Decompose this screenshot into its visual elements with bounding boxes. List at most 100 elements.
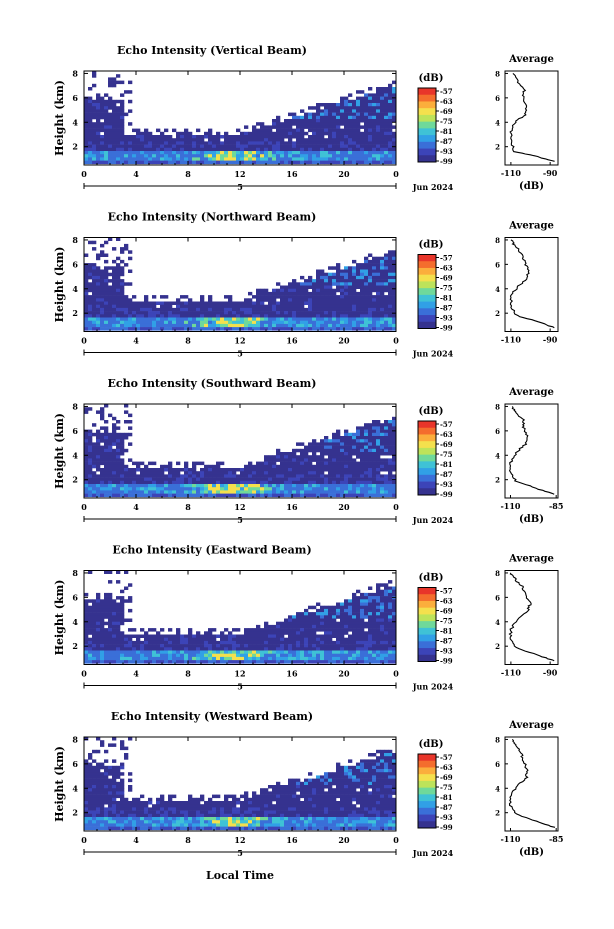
date-label: Jun 2024 <box>412 682 454 692</box>
colorbar-swatch <box>418 754 436 762</box>
average-title: Average <box>508 54 554 65</box>
x-tick-label: 0 <box>393 169 399 179</box>
x-tick-label: 0 <box>393 669 399 679</box>
colorbar: -57-63-69-75-81-87-93-99 <box>417 587 453 666</box>
panel-1: Echo Intensity (Vertical Beam) 2 4 6 8 Height… <box>53 44 559 192</box>
panel-5: Echo Intensity (Westward Beam) 2 4 6 8 Height… <box>53 710 563 858</box>
y-tick-label: 2 <box>72 308 78 318</box>
average-y-tick-label: 6 <box>495 760 500 769</box>
panel-2: Echo Intensity (Northward Beam) 2 4 6 8 Heigh… <box>53 211 559 359</box>
colorbar-swatch <box>418 288 436 296</box>
colorbar-swatch <box>418 468 436 476</box>
colorbar-unit: (dB) <box>419 406 444 417</box>
colorbar-tick-label: -75 <box>440 117 453 126</box>
colorbar-swatch <box>418 454 436 462</box>
x-tick-label: 4 <box>133 502 139 512</box>
x-axis-label: Local Time <box>206 869 274 882</box>
y-tick-label: 4 <box>72 783 78 793</box>
average-y-tick-label: 2 <box>495 642 500 651</box>
day-label: 5 <box>237 682 243 692</box>
average-y-tick-label: 4 <box>495 285 500 294</box>
date-label: Jun 2024 <box>412 182 454 192</box>
average-y-tick-label: 6 <box>495 94 500 103</box>
colorbar-swatch <box>418 774 436 782</box>
colorbar-swatch <box>418 321 436 329</box>
colorbar-tick-label: -99 <box>440 157 453 166</box>
colorbar-swatch <box>418 461 436 469</box>
average-x-tick-label: -90 <box>543 168 558 178</box>
colorbar-tick-label: -81 <box>440 294 453 303</box>
average-x-tick-label: -85 <box>549 501 563 511</box>
colorbar-swatch <box>418 780 436 789</box>
heatmap-1 <box>84 71 397 165</box>
x-tick-label: 20 <box>338 502 350 512</box>
y-tick-label: 2 <box>72 808 78 818</box>
average-y-tick-label: 8 <box>495 402 500 411</box>
colorbar-swatch <box>418 627 436 635</box>
colorbar-swatch <box>418 315 436 323</box>
day-label: 5 <box>237 349 243 359</box>
average-y-tick-label: 8 <box>495 569 500 578</box>
y-tick-label: 4 <box>72 284 78 294</box>
average-y-tick-label: 4 <box>495 618 500 627</box>
colorbar-tick-label: -57 <box>440 587 453 596</box>
average-profile-line <box>509 72 555 162</box>
day-label: 5 <box>237 848 243 858</box>
colorbar-swatch <box>418 787 436 795</box>
x-tick-label: 12 <box>234 835 245 845</box>
average-x-tick-label: -90 <box>543 335 558 345</box>
x-tick-label: 0 <box>393 835 399 845</box>
x-tick-label: 12 <box>234 336 245 346</box>
colorbar-tick-label: -69 <box>440 440 453 449</box>
average-profile-line <box>509 239 555 329</box>
x-tick-label: 8 <box>185 669 191 679</box>
average-x-tick-label: -85 <box>549 834 563 844</box>
colorbar-tick-label: -81 <box>440 627 453 636</box>
x-tick-label: 20 <box>338 835 350 845</box>
x-tick-label: 16 <box>286 835 298 845</box>
colorbar-tick-label: -69 <box>440 773 453 782</box>
colorbar-swatch <box>418 794 436 802</box>
colorbar-tick-label: -93 <box>440 813 453 822</box>
colorbar-swatch <box>418 421 436 429</box>
x-tick-label: 16 <box>286 169 298 179</box>
average-x-tick-label: -110 <box>501 335 521 345</box>
average-y-tick-label: 8 <box>495 69 500 78</box>
x-tick-label: 0 <box>81 336 87 346</box>
colorbar-swatch <box>418 308 436 316</box>
colorbar-swatch <box>418 427 436 435</box>
colorbar-swatch <box>418 114 436 123</box>
colorbar-swatch <box>418 148 436 156</box>
average-title: Average <box>508 387 554 398</box>
panel-title: Echo Intensity (Eastward Beam) <box>112 544 311 557</box>
x-tick-label: 4 <box>133 169 139 179</box>
y-tick-label: 4 <box>72 117 78 127</box>
colorbar-swatch <box>418 594 436 602</box>
x-tick-label: 20 <box>338 336 350 346</box>
colorbar: -57-63-69-75-81-87-93-99 <box>417 753 453 832</box>
colorbar-unit: (dB) <box>419 739 444 750</box>
colorbar-swatch <box>418 267 436 276</box>
colorbar-swatch <box>418 135 436 143</box>
average-y-tick-label: 4 <box>495 784 500 793</box>
average-y-tick-label: 2 <box>495 309 500 318</box>
day-label: 5 <box>237 515 243 525</box>
colorbar: -57-63-69-75-81-87-93-99 <box>417 254 453 333</box>
colorbar-tick-label: -63 <box>440 597 453 606</box>
colorbar-swatch <box>418 801 436 809</box>
average-panel: Average 2 4 6 8 -110 -90 <box>495 554 559 678</box>
y-tick-label: 8 <box>72 401 78 411</box>
y-tick-label: 8 <box>72 734 78 744</box>
average-y-tick-label: 6 <box>495 593 500 602</box>
colorbar-swatch <box>418 621 436 629</box>
colorbar-unit: (dB) <box>419 573 444 584</box>
colorbar-swatch <box>418 641 436 649</box>
y-tick-label: 8 <box>72 68 78 78</box>
colorbar-swatch <box>418 441 436 449</box>
colorbar-swatch <box>418 760 436 768</box>
average-x-tick-label: -110 <box>501 168 521 178</box>
colorbar-swatch <box>418 488 436 496</box>
colorbar-swatch <box>418 481 436 489</box>
panel-title: Echo Intensity (Vertical Beam) <box>117 44 307 57</box>
colorbar-swatch <box>418 121 436 129</box>
